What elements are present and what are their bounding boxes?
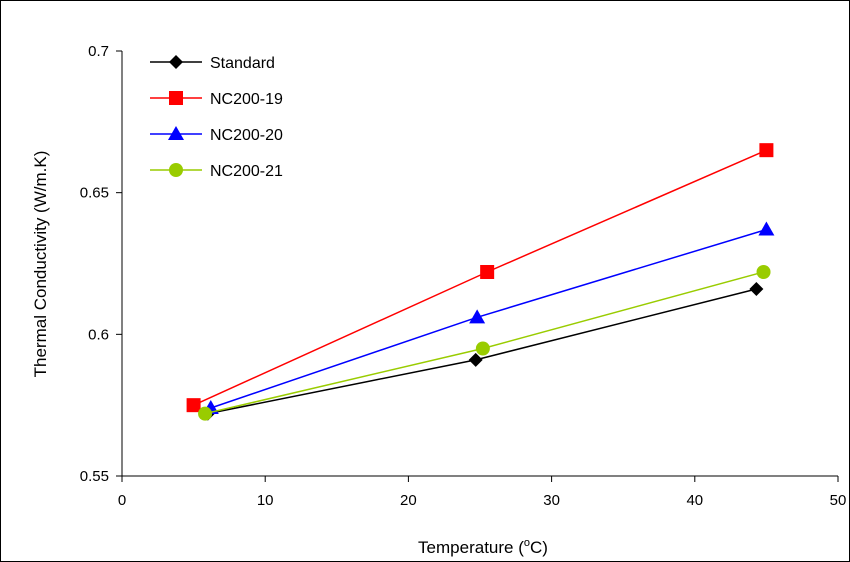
legend: Standard NC200-19 NC200-20 NC200-21 bbox=[150, 55, 283, 180]
data-point bbox=[186, 398, 201, 413]
series-layer bbox=[186, 143, 775, 421]
y-tick-label: 0.55 bbox=[80, 468, 109, 485]
data-point bbox=[759, 143, 774, 158]
legend-label: NC200-19 bbox=[210, 91, 283, 108]
data-point bbox=[475, 341, 490, 356]
y-tick-label: 0.7 bbox=[88, 43, 109, 60]
series-nc200-20 bbox=[202, 221, 775, 414]
data-point bbox=[469, 309, 486, 324]
series-nc200-19 bbox=[186, 143, 774, 413]
legend-marker bbox=[168, 126, 184, 140]
data-point bbox=[758, 221, 775, 236]
y-tick-label: 0.6 bbox=[88, 326, 109, 343]
x-tick-label: 50 bbox=[830, 492, 847, 509]
series-nc200-21 bbox=[198, 265, 771, 421]
data-point bbox=[749, 282, 764, 296]
x-tick-label: 0 bbox=[118, 492, 126, 509]
x-tick-label: 20 bbox=[400, 492, 417, 509]
data-point bbox=[480, 265, 495, 279]
x-axis-title: Temperature (oC) bbox=[418, 537, 548, 557]
legend-marker bbox=[169, 91, 183, 105]
x-tick-label: 30 bbox=[543, 492, 560, 509]
legend-label: NC200-21 bbox=[210, 163, 283, 180]
axes: 0.55 0.6 0.65 0.7 0 10 20 30 40 50 bbox=[80, 43, 847, 509]
x-tick-label: 10 bbox=[257, 492, 274, 509]
x-tick-label: 40 bbox=[686, 492, 703, 509]
data-point bbox=[468, 352, 483, 367]
data-point bbox=[756, 265, 771, 279]
legend-item-nc200-21: NC200-21 bbox=[150, 163, 283, 180]
series-line bbox=[193, 149, 767, 406]
series-line bbox=[210, 228, 767, 409]
legend-marker bbox=[169, 163, 183, 177]
legend-item-nc200-20: NC200-20 bbox=[150, 126, 283, 144]
legend-item-nc200-19: NC200-19 bbox=[150, 91, 283, 108]
data-point bbox=[198, 406, 213, 421]
legend-item-standard: Standard bbox=[150, 55, 275, 72]
legend-label: NC200-20 bbox=[210, 127, 283, 144]
legend-label: Standard bbox=[210, 55, 275, 72]
y-axis-title: Thermal Conductivity (W/m.K) bbox=[31, 151, 50, 378]
y-tick-label: 0.65 bbox=[80, 185, 109, 202]
legend-marker bbox=[169, 55, 183, 69]
